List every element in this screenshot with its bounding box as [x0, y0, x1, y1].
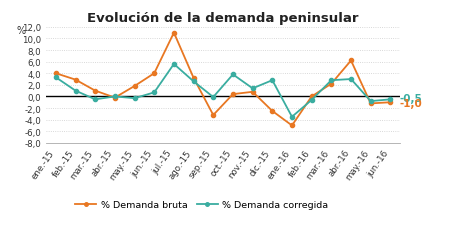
Title: Evolución de la demanda peninsular: Evolución de la demanda peninsular	[87, 12, 358, 25]
% Demanda corregida	[151, 91, 157, 94]
Text: -0,5: -0,5	[398, 94, 421, 104]
Y-axis label: %: %	[17, 25, 26, 35]
% Demanda corregida	[367, 100, 373, 103]
% Demanda bruta	[347, 60, 353, 63]
Legend: % Demanda bruta, % Demanda corregida: % Demanda bruta, % Demanda corregida	[71, 196, 331, 213]
% Demanda corregida	[269, 79, 274, 82]
% Demanda corregida	[230, 74, 235, 76]
% Demanda corregida	[190, 81, 196, 83]
% Demanda corregida	[112, 96, 118, 98]
% Demanda bruta	[249, 91, 255, 94]
% Demanda bruta	[92, 90, 98, 93]
% Demanda corregida	[210, 96, 216, 99]
% Demanda corregida	[53, 76, 58, 79]
% Demanda bruta	[53, 73, 58, 75]
% Demanda bruta	[171, 32, 176, 35]
% Demanda bruta	[387, 101, 392, 104]
% Demanda bruta	[308, 96, 314, 98]
% Demanda corregida	[328, 79, 333, 82]
% Demanda corregida	[249, 88, 255, 90]
% Demanda bruta	[190, 77, 196, 80]
Line: % Demanda corregida: % Demanda corregida	[54, 63, 392, 119]
% Demanda corregida	[92, 98, 98, 101]
% Demanda corregida	[387, 98, 392, 101]
% Demanda corregida	[347, 78, 353, 81]
% Demanda corregida	[308, 99, 314, 102]
% Demanda corregida	[73, 90, 78, 93]
% Demanda bruta	[210, 114, 216, 117]
% Demanda bruta	[73, 79, 78, 82]
% Demanda corregida	[171, 63, 176, 66]
% Demanda bruta	[151, 73, 157, 75]
% Demanda bruta	[230, 93, 235, 96]
Text: -1,0: -1,0	[398, 99, 421, 109]
% Demanda bruta	[269, 110, 274, 113]
% Demanda corregida	[289, 116, 294, 119]
Line: % Demanda bruta: % Demanda bruta	[54, 31, 392, 128]
% Demanda bruta	[367, 103, 373, 105]
% Demanda bruta	[132, 85, 137, 88]
% Demanda bruta	[112, 97, 118, 100]
% Demanda bruta	[289, 125, 294, 127]
% Demanda bruta	[328, 83, 333, 86]
% Demanda corregida	[132, 97, 137, 100]
